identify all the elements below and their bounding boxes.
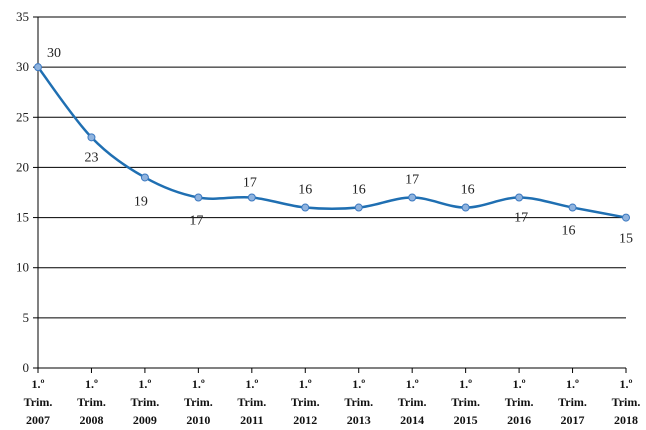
x-tick-label: 1.º <box>32 377 45 391</box>
data-point <box>247 193 256 202</box>
data-point <box>87 133 96 142</box>
x-tick-label: Trim. <box>131 395 160 409</box>
x-axis-ticks: 1.º Trim. 2007 1.º Trim. 2008 1.º Trim. 2009 1.º T… <box>24 377 641 427</box>
data-label: 16 <box>562 224 576 239</box>
x-tick-label: 1.º <box>566 377 579 391</box>
x-tick-label: 2013 <box>347 413 371 427</box>
x-tick-label: Trim. <box>505 395 534 409</box>
x-tick-label: 2017 <box>561 413 585 427</box>
data-label: 17 <box>405 173 419 188</box>
x-tick-label: 1.º <box>85 377 98 391</box>
data-label: 17 <box>243 176 257 191</box>
x-tick-label: 2009 <box>133 413 157 427</box>
data-label: 17 <box>514 211 528 226</box>
data-point <box>354 203 363 212</box>
y-tick-label: 0 <box>23 360 30 375</box>
x-tick-label: 1.º <box>513 377 526 391</box>
x-tick-label: Trim. <box>344 395 373 409</box>
data-point <box>408 193 417 202</box>
y-tick-label: 25 <box>16 109 29 124</box>
x-tick-label: 1.º <box>406 377 419 391</box>
x-tick-label: 2008 <box>79 413 103 427</box>
x-tick-label: 1.º <box>245 377 258 391</box>
y-tick-label: 30 <box>16 59 29 74</box>
data-label: 17 <box>189 214 203 229</box>
y-tick-label: 20 <box>16 159 29 174</box>
x-tick-label: 1.º <box>192 377 205 391</box>
series-line <box>36 65 628 219</box>
data-point <box>461 203 470 212</box>
data-markers <box>34 63 630 222</box>
x-tick-label: Trim. <box>451 395 480 409</box>
data-point <box>515 193 524 202</box>
data-label: 19 <box>134 194 148 209</box>
x-tick-label: Trim. <box>558 395 587 409</box>
x-tick-label: Trim. <box>184 395 213 409</box>
data-label: 15 <box>619 232 633 247</box>
x-tick-label: 1.º <box>459 377 472 391</box>
x-tick-label: 2015 <box>454 413 478 427</box>
x-tick-label: 1.º <box>620 377 633 391</box>
x-tick-label: 2018 <box>614 413 638 427</box>
x-tick-label: Trim. <box>291 395 320 409</box>
x-tick-label: Trim. <box>77 395 106 409</box>
x-tick-label: 2007 <box>26 413 50 427</box>
data-label: 16 <box>298 183 312 198</box>
x-tick-label: 2011 <box>240 413 263 427</box>
x-tick-label: Trim. <box>612 395 641 409</box>
data-label: 30 <box>47 46 61 61</box>
x-tick-label: Trim. <box>24 395 53 409</box>
data-label: 16 <box>461 183 475 198</box>
data-labels: 30 23 19 17 17 16 16 17 16 17 16 15 <box>47 46 633 246</box>
x-tick-label: 2016 <box>507 413 531 427</box>
y-tick-label: 10 <box>16 260 29 275</box>
data-point <box>34 63 42 72</box>
data-point <box>194 193 203 202</box>
y-tick-label: 15 <box>16 210 29 225</box>
data-point <box>568 203 577 212</box>
data-label: 16 <box>352 183 366 198</box>
x-tick-label: Trim. <box>398 395 427 409</box>
data-point <box>301 203 310 212</box>
x-tick-label: 2014 <box>400 413 424 427</box>
x-tick-label: 1.º <box>138 377 151 391</box>
series-line-group <box>36 65 628 219</box>
y-axis-ticks: 0 5 10 15 20 25 30 35 <box>16 9 29 375</box>
y-tick-label: 35 <box>16 9 29 24</box>
x-tick-label: 1.º <box>352 377 365 391</box>
x-tick-label: Trim. <box>237 395 266 409</box>
x-tick-label: 2012 <box>293 413 317 427</box>
data-point <box>140 173 149 182</box>
axes <box>33 16 627 373</box>
x-tick-label: 2010 <box>186 413 210 427</box>
x-tick-label: 1.º <box>299 377 312 391</box>
gridlines <box>38 16 626 319</box>
data-label: 23 <box>84 150 98 165</box>
y-tick-label: 5 <box>23 310 30 325</box>
data-point <box>622 213 630 222</box>
